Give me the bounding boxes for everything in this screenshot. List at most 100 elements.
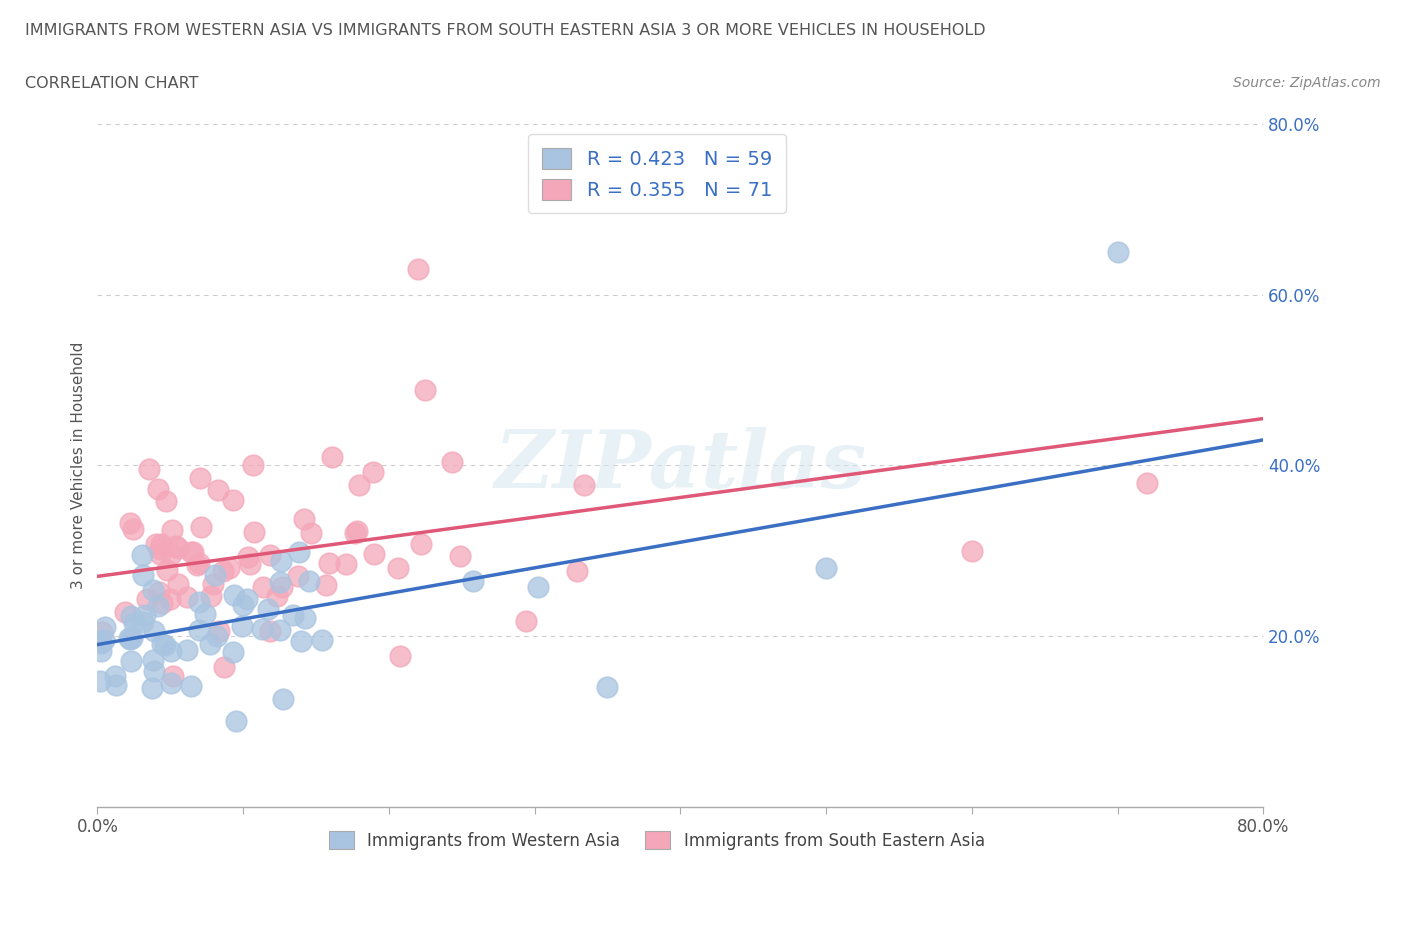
Point [114,604,136,619]
Point [363,465,385,480]
Point [150,595,173,610]
Point [202,577,225,591]
Point [387,561,409,576]
Point [515,614,537,629]
Point [145,537,167,551]
Point [349,477,371,492]
Point [259,548,281,563]
Point [121,631,143,645]
Point [153,637,176,652]
Point [148,584,170,599]
Point [572,478,595,493]
Point [441,455,464,470]
Point [207,483,229,498]
Point [527,579,550,594]
Point [190,519,212,534]
Point [156,563,179,578]
Point [222,493,245,508]
Point [236,550,259,565]
Point [155,494,177,509]
Point [271,579,294,594]
Point [321,450,343,465]
Point [132,567,155,582]
Point [90,634,112,649]
Point [413,382,436,397]
Point [960,543,983,558]
Point [232,598,254,613]
Point [90,635,112,650]
Point [118,631,141,646]
Point [236,592,259,607]
Point [162,669,184,684]
Point [118,631,141,645]
Point [149,536,172,551]
Point [343,525,366,540]
Point [218,561,240,576]
Point [187,595,209,610]
Point [411,537,433,551]
Point [596,185,619,200]
Point [159,591,181,606]
Point [270,553,292,568]
Point [288,545,311,560]
Text: Source: ZipAtlas.com: Source: ZipAtlas.com [1233,76,1381,90]
Point [1107,245,1129,259]
Point [225,714,247,729]
Point [146,482,169,497]
Point [292,512,315,526]
Point [104,669,127,684]
Point [596,680,619,695]
Point [91,624,114,639]
Point [188,471,211,485]
Point [388,649,411,664]
Point [287,569,309,584]
Text: CORRELATION CHART: CORRELATION CHART [25,76,198,91]
Point [1136,475,1159,490]
Point [148,598,170,613]
Point [136,592,159,607]
Point [250,622,273,637]
Point [142,624,165,639]
Point [122,522,145,537]
Point [141,680,163,695]
Point [149,546,172,561]
Point [200,588,222,603]
Point [238,557,260,572]
Point [132,614,155,629]
Point [208,623,231,638]
Point [89,673,111,688]
Point [176,643,198,658]
Point [162,523,184,538]
Point [167,540,190,555]
Point [212,564,235,578]
Point [187,556,209,571]
Point [159,676,181,691]
Point [301,526,323,541]
Point [187,622,209,637]
Point [212,660,235,675]
Point [120,654,142,669]
Point [222,644,245,659]
Point [183,544,205,559]
Point [134,607,156,622]
Point [194,606,217,621]
Point [318,555,340,570]
Point [90,644,112,658]
Point [567,564,589,578]
Point [180,678,202,693]
Point [298,574,321,589]
Point [160,644,183,658]
Point [131,547,153,562]
Point [150,637,173,652]
Point [815,561,838,576]
Point [198,636,221,651]
Point [165,538,187,553]
Point [166,577,188,591]
Point [406,262,429,277]
Point [105,678,128,693]
Point [290,633,312,648]
Point [242,458,264,472]
Point [224,588,246,603]
Point [311,632,333,647]
Point [159,546,181,561]
